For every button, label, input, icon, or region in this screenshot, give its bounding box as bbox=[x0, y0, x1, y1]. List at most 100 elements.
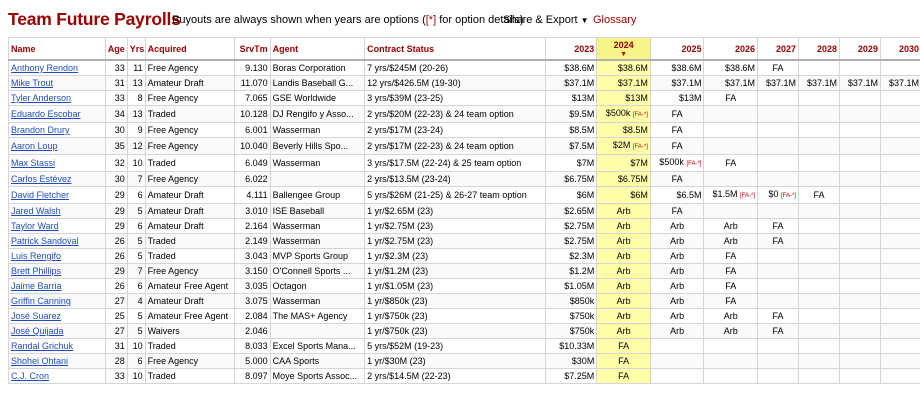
salary-2026-cell-value: FA bbox=[725, 266, 737, 276]
player-name-link[interactable]: Taylor Ward bbox=[11, 221, 59, 231]
agent-cell-value: Wasserman bbox=[272, 158, 321, 168]
player-name-link[interactable]: José Quijada bbox=[11, 326, 64, 336]
age-cell: 26 bbox=[104, 248, 128, 264]
player-name-link[interactable]: Jared Walsh bbox=[11, 206, 61, 216]
srvtm-cell: 3.150 bbox=[233, 263, 271, 279]
table-row: Eduardo Escobar 34 13 Traded 10.128 DJ Rengif… bbox=[8, 105, 920, 123]
salary-2024-cell-value: $6.75M bbox=[617, 174, 648, 184]
yrs-cell-value: 5 bbox=[137, 326, 143, 336]
player-name-link[interactable]: Mike Trout bbox=[11, 78, 54, 88]
salary-2027-cell: $37.1M bbox=[757, 75, 800, 91]
col-name[interactable]: Name bbox=[8, 37, 106, 61]
contract-status-cell-value: 1 yr/$2.3M (23) bbox=[367, 251, 429, 261]
col-yrs[interactable]: Yrs bbox=[126, 37, 146, 61]
player-name-link[interactable]: José Suarez bbox=[11, 311, 62, 321]
salary-2023-cell: $13M bbox=[544, 90, 598, 106]
agent-cell: GSE Worldwide bbox=[269, 90, 366, 106]
col-acquired[interactable]: Acquired bbox=[144, 37, 235, 61]
acquired-cell-value: Free Agency bbox=[147, 266, 199, 276]
acquired-cell-value: Amateur Free Agent bbox=[147, 311, 229, 321]
agent-cell: Wasserman bbox=[269, 293, 366, 309]
srvtm-cell: 3.043 bbox=[233, 248, 271, 264]
acquired-cell: Amateur Free Agent bbox=[144, 278, 235, 294]
agent-cell-value: Ballengee Group bbox=[272, 190, 341, 200]
salary-2023-cell: $7M bbox=[544, 154, 598, 172]
player-name-link[interactable]: David Fletcher bbox=[11, 190, 70, 200]
salary-2023-cell: $7.5M bbox=[544, 137, 598, 155]
contract-status-cell-value: 12 yrs/$426.5M (19-30) bbox=[367, 78, 461, 88]
col-2028[interactable]: 2028 bbox=[798, 37, 840, 61]
salary-2026-cell bbox=[703, 338, 759, 354]
salary-2030-cell bbox=[879, 154, 920, 172]
srvtm-cell: 2.084 bbox=[233, 308, 271, 324]
player-name-link[interactable]: Randal Grichuk bbox=[11, 341, 74, 351]
glossary-link[interactable]: Glossary bbox=[593, 14, 637, 26]
salary-2026-cell-value: Arb bbox=[723, 221, 738, 231]
salary-2023-cell: $1.05M bbox=[544, 278, 598, 294]
player-name-link[interactable]: Eduardo Escobar bbox=[11, 109, 81, 119]
player-name-link[interactable]: Brett Phillips bbox=[11, 266, 62, 276]
yrs-cell-value: 6 bbox=[137, 190, 143, 200]
player-name-link[interactable]: Jaime Barria bbox=[11, 281, 62, 291]
salary-2025-cell-value: Arb bbox=[670, 266, 685, 276]
share-export-menu[interactable]: Share & Export ▼ bbox=[503, 14, 589, 26]
salary-2024-cell-value: FA bbox=[618, 356, 630, 366]
salary-2023-cell-value: $6M bbox=[576, 190, 595, 200]
col-2029[interactable]: 2029 bbox=[838, 37, 881, 61]
salary-2030-cell bbox=[879, 308, 920, 324]
table-row: Anthony Rendon 33 11 Free Agency 9.130 Boras … bbox=[8, 59, 920, 76]
player-name-link[interactable]: Shohei Ohtani bbox=[11, 356, 69, 366]
player-name-link[interactable]: Luis Rengifo bbox=[11, 251, 62, 261]
col-contract-status[interactable]: Contract Status bbox=[364, 37, 546, 61]
col-age[interactable]: Age bbox=[104, 37, 128, 61]
salary-2025-cell: Arb bbox=[649, 233, 705, 249]
acquired-cell-value: Traded bbox=[147, 158, 176, 168]
col-2027[interactable]: 2027 bbox=[757, 37, 800, 61]
col-2025[interactable]: 2025 bbox=[649, 37, 705, 61]
acquired-cell: Amateur Draft bbox=[144, 203, 235, 219]
option-details-link[interactable]: [*] bbox=[425, 14, 437, 26]
salary-2028-cell bbox=[798, 323, 840, 339]
player-name-link[interactable]: Carlos Estévez bbox=[11, 174, 72, 184]
acquired-cell-value: Waivers bbox=[147, 326, 180, 336]
player-name-link[interactable]: Anthony Rendon bbox=[11, 63, 79, 73]
col-2024[interactable]: 2024 ▼ bbox=[596, 37, 651, 61]
salary-2027-cell: FA bbox=[757, 308, 800, 324]
agent-cell bbox=[269, 323, 366, 339]
salary-2025-cell-value: $38.6M bbox=[671, 63, 702, 73]
salary-2029-cell bbox=[838, 248, 881, 264]
salary-2028-cell bbox=[798, 338, 840, 354]
player-name-link[interactable]: Griffin Canning bbox=[11, 296, 71, 306]
agent-cell-value: O'Connell Sports ... bbox=[272, 266, 351, 276]
sort-desc-icon: ▼ bbox=[620, 50, 628, 58]
agent-cell-value: Excel Sports Mana... bbox=[272, 341, 356, 351]
yrs-cell: 13 bbox=[126, 75, 146, 91]
srvtm-cell-value: 10.040 bbox=[240, 141, 268, 151]
col-srvtm[interactable]: SrvTm bbox=[233, 37, 271, 61]
agent-cell: Landis Baseball G... bbox=[269, 75, 366, 91]
contract-status-cell-value: 2 yrs/$20M (22-23) & 24 team option bbox=[367, 109, 514, 119]
yrs-cell-value: 10 bbox=[132, 158, 143, 168]
salary-2029-cell bbox=[838, 59, 881, 76]
player-name-cell: Griffin Canning bbox=[8, 293, 106, 309]
col-2023[interactable]: 2023 bbox=[544, 37, 598, 61]
col-agent[interactable]: Agent bbox=[269, 37, 366, 61]
salary-2024-cell-value: Arb bbox=[616, 311, 631, 321]
player-name-link[interactable]: C.J. Cron bbox=[11, 371, 50, 381]
player-name-link[interactable]: Max Stassi bbox=[11, 158, 56, 168]
contract-status-cell: 2 yrs/$20M (22-23) & 24 team option bbox=[364, 105, 546, 123]
salary-2026-cell-value: $1.5M bbox=[712, 189, 738, 199]
col-2026[interactable]: 2026 bbox=[703, 37, 759, 61]
player-name-link[interactable]: Patrick Sandoval bbox=[11, 236, 79, 246]
table-row: José Suarez 25 5 Amateur Free Agent 2.084 The… bbox=[8, 308, 920, 324]
salary-2024-cell: Arb bbox=[596, 263, 651, 279]
player-name-link[interactable]: Tyler Anderson bbox=[11, 93, 72, 103]
player-name-link[interactable]: Aaron Loup bbox=[11, 141, 58, 151]
salary-2023-cell: $1.2M bbox=[544, 263, 598, 279]
salary-2023-cell-value: $30M bbox=[571, 356, 595, 366]
player-name-link[interactable]: Brandon Drury bbox=[11, 125, 70, 135]
salary-2029-cell: $37.1M bbox=[838, 75, 881, 91]
col-2030[interactable]: 2030 bbox=[879, 37, 920, 61]
salary-2028-cell bbox=[798, 154, 840, 172]
salary-2023-cell-value: $37.1M bbox=[564, 78, 595, 88]
